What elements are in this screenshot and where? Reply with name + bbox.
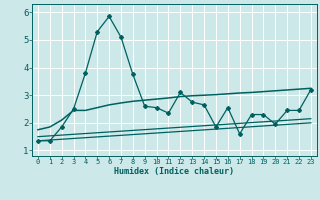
X-axis label: Humidex (Indice chaleur): Humidex (Indice chaleur): [115, 167, 234, 176]
